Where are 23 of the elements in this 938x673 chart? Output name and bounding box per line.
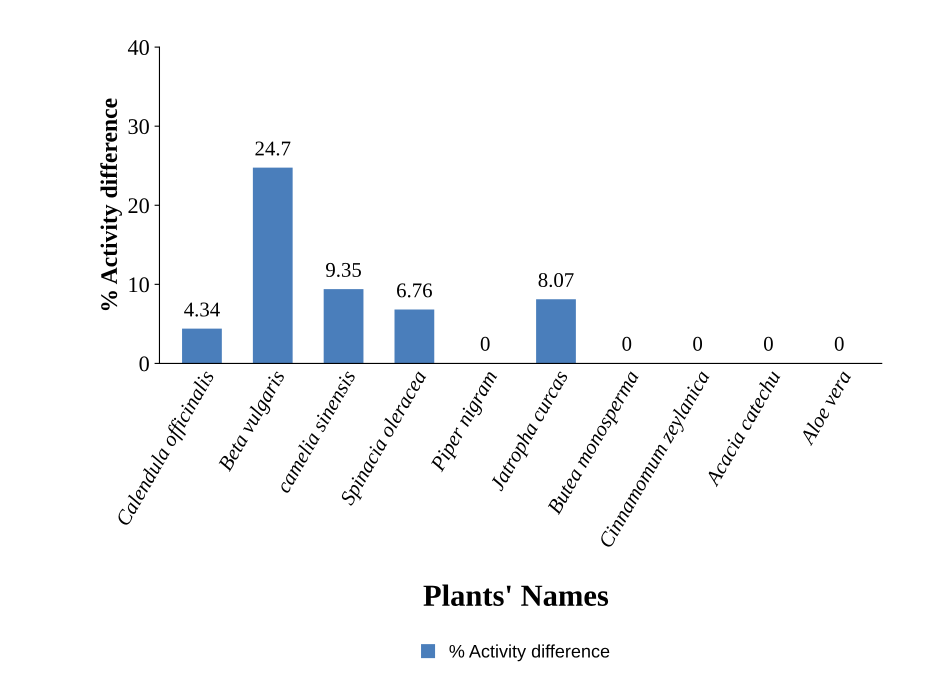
y-tick-label: 10 <box>129 277 149 292</box>
y-axis-title: % Activity difference <box>100 98 122 310</box>
bar <box>324 289 364 364</box>
data-label: 0 <box>693 336 702 351</box>
bar <box>394 310 434 364</box>
data-label: 6.76 <box>397 283 432 298</box>
bar <box>252 168 293 364</box>
bar <box>536 299 576 364</box>
data-label: 0 <box>480 336 490 351</box>
data-label: 4.34 <box>184 302 220 317</box>
y-tick-label: 20 <box>128 198 149 214</box>
data-label: 0 <box>764 336 773 351</box>
data-label: 0 <box>622 336 632 351</box>
data-label: 8.07 <box>538 272 574 288</box>
legend-label: % Activity difference <box>449 644 610 662</box>
y-tick-label: 0 <box>139 356 149 372</box>
data-label: 24.7 <box>255 142 290 156</box>
y-tick-label: 30 <box>128 119 149 134</box>
y-tick-label: 40 <box>128 40 149 56</box>
x-axis-title: Plants' Names <box>423 584 608 606</box>
data-label: 9.35 <box>326 262 361 278</box>
bar <box>182 328 222 364</box>
data-label: 0 <box>834 336 844 351</box>
